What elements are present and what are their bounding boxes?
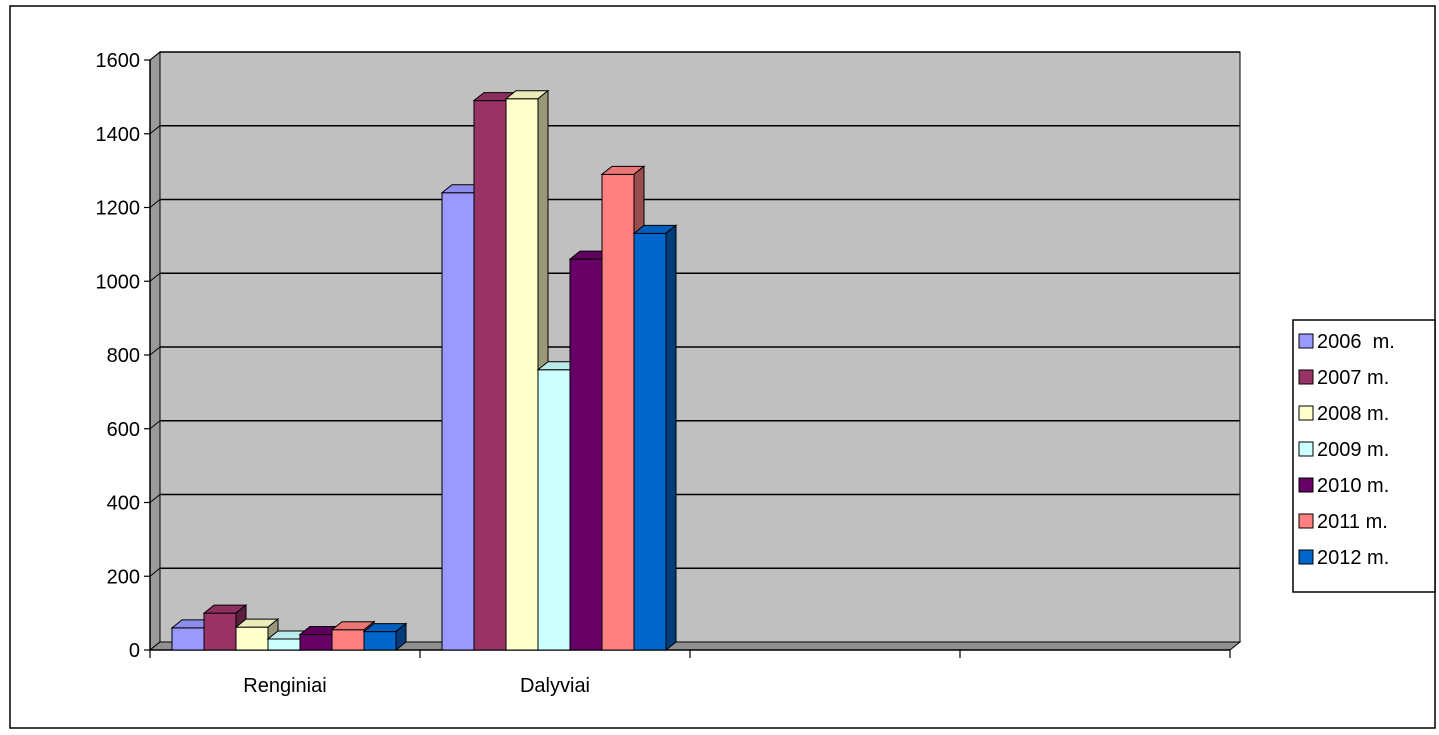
bar-front — [601, 173, 635, 651]
bar-front — [363, 631, 397, 651]
bar-front — [441, 192, 475, 651]
legend-label: 2011 m. — [1317, 511, 1388, 533]
legend-label: 2008 m. — [1317, 403, 1389, 425]
legend-swatch — [1298, 333, 1314, 349]
x-tick-label: Dalyviai — [520, 675, 590, 697]
gridline-side — [149, 420, 161, 430]
gridline-side — [149, 346, 161, 356]
gridline-side — [149, 51, 161, 61]
y-tick-label: 1600 — [96, 50, 141, 72]
gridline-side — [149, 125, 161, 135]
bar-front — [299, 634, 333, 651]
bar-front — [331, 629, 365, 651]
y-tick-label: 1200 — [96, 198, 141, 220]
legend-label: 2009 m. — [1317, 439, 1389, 461]
bar-front — [203, 612, 237, 651]
gridline-side — [149, 199, 161, 208]
bar-front — [537, 369, 571, 651]
bar-front — [267, 638, 301, 651]
bar-front — [569, 258, 603, 651]
y-tick-label: 1400 — [96, 124, 141, 146]
y-tick-label: 800 — [107, 345, 140, 367]
x-tick-label: Renginiai — [243, 675, 326, 697]
bar-side — [395, 622, 407, 652]
bar-side — [665, 224, 677, 652]
y-tick-label: 1000 — [96, 271, 141, 293]
bar-front — [505, 98, 539, 651]
legend-swatch — [1298, 549, 1314, 565]
bar — [362, 622, 408, 652]
legend-label: 2007 m. — [1317, 367, 1389, 389]
gridline-side — [149, 567, 161, 577]
legend-swatch — [1298, 441, 1314, 457]
legend-swatch — [1298, 405, 1314, 421]
legend-swatch — [1298, 513, 1314, 529]
bar-front — [633, 232, 667, 651]
bar-front — [473, 100, 507, 651]
legend-label: 2006 m. — [1317, 331, 1395, 353]
bar-front — [235, 626, 269, 651]
bar-front — [171, 627, 205, 651]
legend-swatch — [1298, 477, 1314, 493]
y-tick-label: 200 — [107, 566, 140, 588]
y-tick-label: 600 — [107, 419, 140, 441]
y-tick-label: 400 — [107, 493, 140, 515]
legend-label: 2010 m. — [1317, 475, 1389, 497]
gridline-side — [149, 272, 161, 282]
bar — [632, 224, 678, 652]
legend-label: 2012 m. — [1317, 547, 1389, 569]
legend-swatch — [1298, 369, 1314, 385]
legend-box — [1292, 319, 1436, 593]
gridline-side — [149, 494, 161, 503]
y-tick-label: 0 — [129, 640, 140, 662]
